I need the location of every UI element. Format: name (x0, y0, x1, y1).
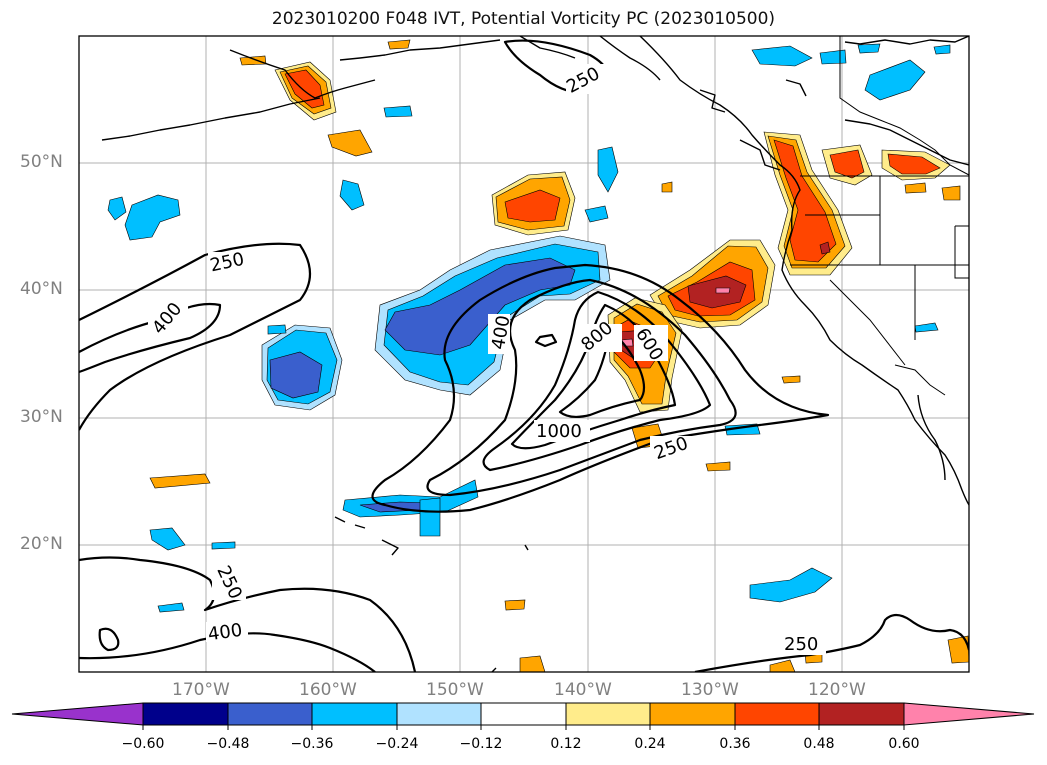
colorbar-tick-label: −0.36 (290, 736, 334, 752)
colorbar-bin (818, 702, 905, 726)
map-frame (78, 35, 970, 673)
colorbar-extend-low (11, 702, 144, 726)
colorbar-tick-label: −0.24 (375, 736, 419, 752)
colorbar-tick-label: −0.60 (121, 736, 165, 752)
coastlines (101, 36, 969, 672)
colorbar-bin (480, 702, 567, 726)
lat-label: 40°N (20, 279, 63, 299)
colorbar-bin (396, 702, 482, 726)
political-borders (790, 36, 969, 396)
map-title: 2023010200 F048 IVT, Potential Vorticity… (271, 9, 776, 29)
colorbar-tick-label: 0.36 (719, 736, 751, 752)
lon-label: 160°W (299, 680, 357, 700)
colorbar-bin (227, 702, 313, 726)
colorbar-bin (565, 702, 651, 726)
lon-label: 150°W (426, 680, 484, 700)
colorbar-bin (142, 702, 229, 726)
colorbar-ticks (142, 725, 905, 730)
lat-label: 30°N (20, 407, 63, 427)
colorbar-extend-high (903, 702, 1035, 726)
lat-label: 50°N (20, 152, 63, 172)
colorbar-tick-label: 0.48 (803, 736, 835, 752)
contour-label: 1000 (536, 421, 582, 442)
colorbar-tick-label: −0.48 (206, 736, 250, 752)
colorbar-tick-label: −0.12 (459, 736, 503, 752)
lat-label: 20°N (20, 534, 63, 554)
lon-label: 170°W (172, 680, 230, 700)
colorbar-tick-label: 0.12 (550, 736, 582, 752)
colorbar-bin (649, 702, 736, 726)
contour-label-backgrounds (148, 64, 826, 655)
colorbar-tick-label: 0.24 (634, 736, 666, 752)
lon-label: 120°W (808, 680, 866, 700)
ivt-contours (79, 39, 969, 672)
colorbar-tick-label: 0.60 (888, 736, 920, 752)
contour-label: 250 (784, 634, 819, 655)
colorbar-bin (311, 702, 398, 726)
lon-label: 140°W (554, 680, 612, 700)
lon-label: 130°W (681, 680, 739, 700)
colorbar-bin (734, 702, 820, 726)
colorbar (11, 702, 1035, 726)
